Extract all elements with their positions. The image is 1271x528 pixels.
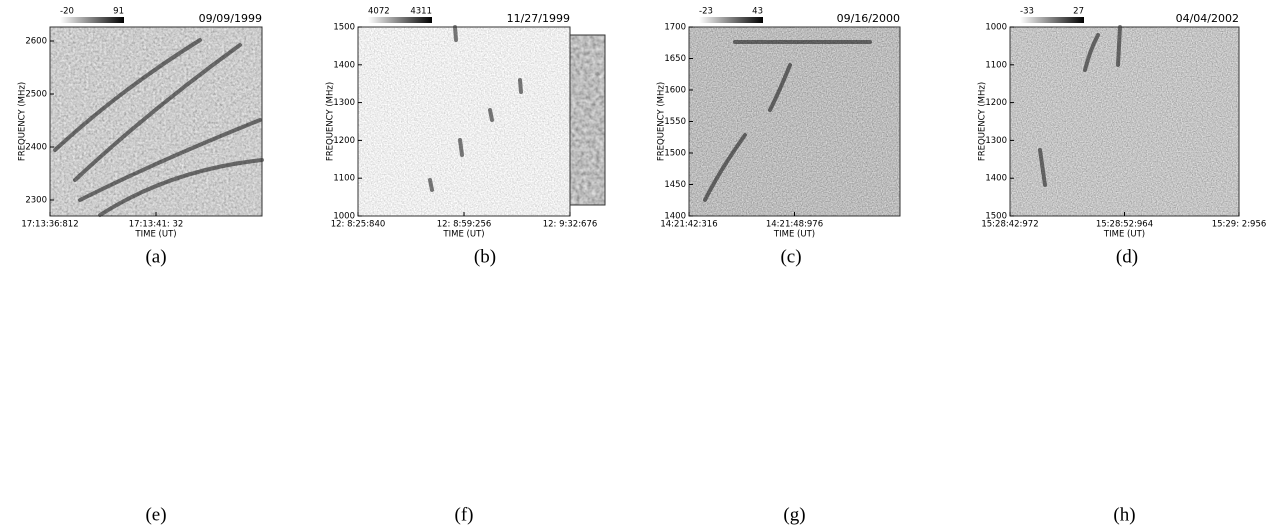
x-tick-label: 12: 9:32:676 <box>543 220 598 230</box>
y-axis-label: FREQUENCY (MHz) <box>18 82 28 161</box>
y-tick-label: 1400 <box>664 212 686 222</box>
burst-feature <box>428 178 434 192</box>
y-tick-label: 1300 <box>985 136 1007 146</box>
y-axis-label: FREQUENCY (MHz) <box>978 82 988 161</box>
caption: (a) <box>145 246 166 267</box>
colorbar-max: 4311 <box>410 7 432 17</box>
date: 09/09/1999 <box>199 12 262 25</box>
caption: (b) <box>474 246 496 267</box>
y-axis-label: FREQUENCY (MHz) <box>657 82 667 161</box>
burst-feature <box>1116 25 1122 67</box>
y-tick-label: 1500 <box>664 149 686 159</box>
y-tick-label: 1600 <box>664 86 686 96</box>
y-tick-label: 1700 <box>664 23 686 33</box>
y-tick-label: 1300 <box>333 98 355 108</box>
burst-feature <box>78 118 262 202</box>
y-tick-label: 1000 <box>985 23 1007 33</box>
date: 09/16/2000 <box>837 12 900 25</box>
panel: (e) -20 91 09/09/1999 2600 2500 2400 2300 17:13:… <box>18 7 264 525</box>
x-axis-label: TIME (UT) <box>773 230 815 240</box>
spectrogram <box>689 27 900 216</box>
x-tick-label: 15:28:52:964 <box>1096 220 1153 230</box>
caption: (g) <box>783 504 805 525</box>
burst-feature <box>768 63 792 112</box>
colorbar <box>699 17 763 23</box>
x-tick-label: 14:21:48:976 <box>766 220 823 230</box>
colorbar-max: 27 <box>1073 7 1084 17</box>
x-tick-label: 17:13:36:812 <box>21 220 78 230</box>
burst-feature <box>98 158 264 217</box>
x-axis-label: TIME (UT) <box>134 230 176 240</box>
x-tick-label: 15:29: 2:956 <box>1212 220 1267 230</box>
y-tick-label: 1500 <box>985 212 1007 222</box>
y-tick-label: 2300 <box>25 196 47 206</box>
y-tick-label: 2600 <box>25 37 47 47</box>
burst-feature <box>1083 33 1100 72</box>
x-axis-label: TIME (UT) <box>442 230 484 240</box>
y-tick-label: 2500 <box>25 90 47 100</box>
y-tick-label: 1450 <box>664 180 686 190</box>
date: 11/27/1999 <box>507 12 570 25</box>
y-tick-label: 1100 <box>985 60 1007 70</box>
colorbar-min: -23 <box>699 7 713 17</box>
x-axis-label: TIME (UT) <box>1103 230 1145 240</box>
panel: (h) -33 27 04/04/2002 1000 1100 1200 1300 1400 15… <box>978 7 1267 526</box>
caption: (h) <box>1113 504 1135 525</box>
panel: (g) -23 43 09/16/2000 1700 1650 1600 1550 1500 14… <box>657 7 901 525</box>
colorbar <box>60 17 124 23</box>
y-tick-label: 2400 <box>25 143 47 153</box>
x-tick-label: 12: 8:25:840 <box>331 220 386 230</box>
burst-feature <box>1038 148 1047 187</box>
burst-feature <box>453 25 458 42</box>
caption: (e) <box>145 504 166 525</box>
colorbar <box>368 17 432 23</box>
y-axis-label: FREQUENCY (MHz) <box>326 82 336 161</box>
y-tick-label: 1550 <box>664 117 686 127</box>
y-tick-label: 1200 <box>333 136 355 146</box>
caption: (f) <box>455 504 474 525</box>
caption: (c) <box>780 246 801 267</box>
x-tick-label: 15:28:42:972 <box>981 220 1038 230</box>
colorbar-min: -20 <box>60 7 74 17</box>
colorbar-max: 43 <box>752 7 763 17</box>
y-tick-label: 1400 <box>333 60 355 70</box>
burst-feature <box>518 78 523 94</box>
y-tick-label: 1650 <box>664 54 686 64</box>
y-tick-label: 1500 <box>333 23 355 33</box>
spectrogram <box>1010 27 1239 216</box>
burst-feature <box>458 138 464 157</box>
date: 04/04/2002 <box>1176 12 1239 25</box>
burst-feature <box>488 108 494 122</box>
panel: (f) 4072 4311 11/27/1999 1500 1400 1300 1200 110… <box>326 7 598 526</box>
spectrogram <box>358 27 570 216</box>
colorbar-max: 91 <box>113 7 124 17</box>
y-tick-label: 1100 <box>333 174 355 184</box>
x-tick-label: 14:21:42:316 <box>660 220 717 230</box>
caption: (d) <box>1116 246 1138 267</box>
y-tick-label: 1200 <box>985 98 1007 108</box>
colorbar-min: -33 <box>1020 7 1034 17</box>
burst-feature <box>73 43 242 182</box>
burst-feature <box>53 38 202 152</box>
colorbar-min: 4072 <box>368 7 390 17</box>
burst-feature <box>703 133 747 202</box>
colorbar <box>1020 17 1084 23</box>
x-tick-label: 17:13:41: 32 <box>129 220 184 230</box>
y-tick-label: 1000 <box>333 212 355 222</box>
x-tick-label: 12: 8:59:256 <box>437 220 492 230</box>
y-tick-label: 1400 <box>985 174 1007 184</box>
